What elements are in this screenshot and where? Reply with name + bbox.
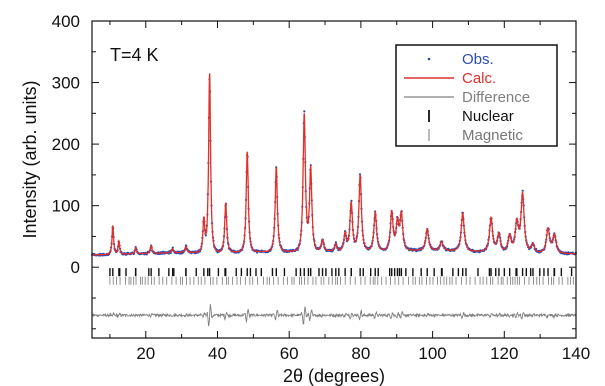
axis-ticks: 20 40 60 80 100 120 140 0 100 200 300 400	[52, 12, 591, 363]
observed-point	[521, 189, 524, 192]
difference-curve	[91, 304, 577, 327]
legend-dot	[427, 57, 431, 61]
magnetic-reflection-ticks	[109, 276, 574, 285]
legend-entry-calc: Calc.	[404, 70, 496, 87]
observed-point	[204, 234, 207, 237]
legend-entry-nuclear: Nuclear	[428, 108, 514, 125]
plot-frame	[91, 20, 577, 339]
x-tick-label: 100	[418, 344, 446, 363]
observed-point	[303, 110, 306, 113]
legend-entry-obs: Obs.	[427, 51, 494, 68]
legend: Obs. Calc. Difference Nuclear Magnetic	[395, 44, 558, 147]
y-tick-label: 200	[52, 135, 80, 154]
y-tick-label: 100	[52, 197, 80, 216]
y-tick-label: 400	[52, 12, 80, 31]
legend-box	[395, 44, 558, 147]
calculated-curve	[92, 73, 576, 256]
x-tick-label: 60	[280, 344, 299, 363]
x-tick-label: 80	[351, 344, 370, 363]
temperature-annotation: T=4 K	[110, 45, 159, 65]
y-axis-title: Intensity (arb. units)	[20, 80, 40, 238]
legend-entry-magnetic: Magnetic	[428, 127, 523, 144]
x-tick-label: 20	[136, 344, 155, 363]
legend-label-difference: Difference	[462, 89, 530, 106]
legend-label-magnetic: Magnetic	[462, 127, 523, 144]
legend-label-calc: Calc.	[462, 70, 496, 87]
observed-point	[171, 246, 174, 249]
observed-point	[334, 241, 337, 244]
legend-symbol-obs	[427, 57, 431, 61]
plot-area	[90, 73, 578, 327]
legend-label-obs: Obs.	[462, 51, 494, 68]
nuclear-reflection-ticks	[109, 268, 573, 277]
y-tick-label: 0	[71, 258, 80, 277]
x-tick-label: 120	[490, 344, 518, 363]
legend-entry-difference: Difference	[404, 89, 530, 106]
legend-label-nuclear: Nuclear	[462, 108, 514, 125]
x-axis-title: 2θ (degrees)	[283, 366, 385, 386]
y-tick-label: 300	[52, 74, 80, 93]
x-tick-label: 140	[562, 344, 590, 363]
x-tick-label: 40	[208, 344, 227, 363]
